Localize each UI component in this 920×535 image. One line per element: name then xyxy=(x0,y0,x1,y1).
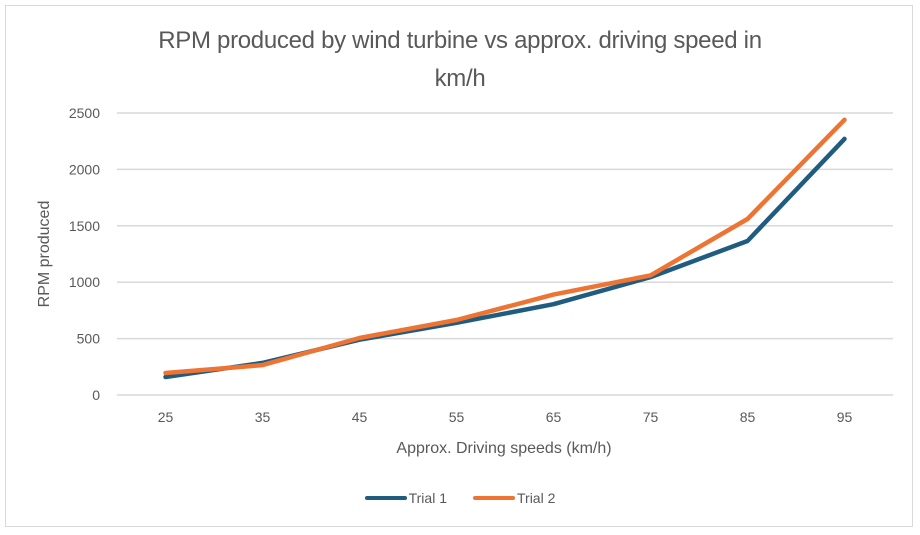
series-line-trial-1 xyxy=(163,136,847,380)
x-axis-ticks: 25 35 45 55 65 75 85 95 xyxy=(158,409,853,425)
x-tick-label: 25 xyxy=(158,409,174,425)
x-tick-label: 75 xyxy=(643,409,659,425)
x-axis-label: Approx. Driving speeds (km/h) xyxy=(396,440,611,457)
x-tick-label: 65 xyxy=(546,409,562,425)
chart-frame xyxy=(5,5,913,527)
series-line-trial-2 xyxy=(163,117,847,376)
y-tick-label: 2500 xyxy=(69,105,100,121)
y-tick-label: 500 xyxy=(77,331,101,347)
y-axis-label: RPM produced xyxy=(36,201,53,308)
gridlines xyxy=(117,112,893,396)
legend-label-trial-1: Trial 1 xyxy=(408,490,447,506)
legend-item-trial-1: Trial 1 xyxy=(364,490,447,506)
series-lines xyxy=(163,117,847,380)
x-tick-label: 35 xyxy=(255,409,271,425)
y-tick-label: 2000 xyxy=(69,161,100,177)
y-axis-ticks: 0 500 1000 1500 2000 2500 xyxy=(69,105,100,403)
chart-title-line-2: km/h xyxy=(434,65,486,92)
chart-legend: Trial 1 Trial 2 xyxy=(0,490,920,506)
x-tick-label: 55 xyxy=(449,409,465,425)
legend-swatch-trial-2 xyxy=(473,496,515,500)
x-tick-label: 45 xyxy=(352,409,368,425)
legend-item-trial-2: Trial 2 xyxy=(473,490,555,506)
chart-title: RPM produced by wind turbine vs approx. … xyxy=(0,22,920,98)
x-tick-label: 95 xyxy=(837,409,853,425)
y-tick-label: 1000 xyxy=(69,274,100,290)
x-tick-label: 85 xyxy=(740,409,756,425)
y-tick-label: 1500 xyxy=(69,218,100,234)
legend-label-trial-2: Trial 2 xyxy=(517,490,556,506)
legend-swatch-trial-1 xyxy=(364,496,407,500)
chart-title-line-1: RPM produced by wind turbine vs approx. … xyxy=(158,27,762,54)
y-tick-label: 0 xyxy=(92,387,100,403)
